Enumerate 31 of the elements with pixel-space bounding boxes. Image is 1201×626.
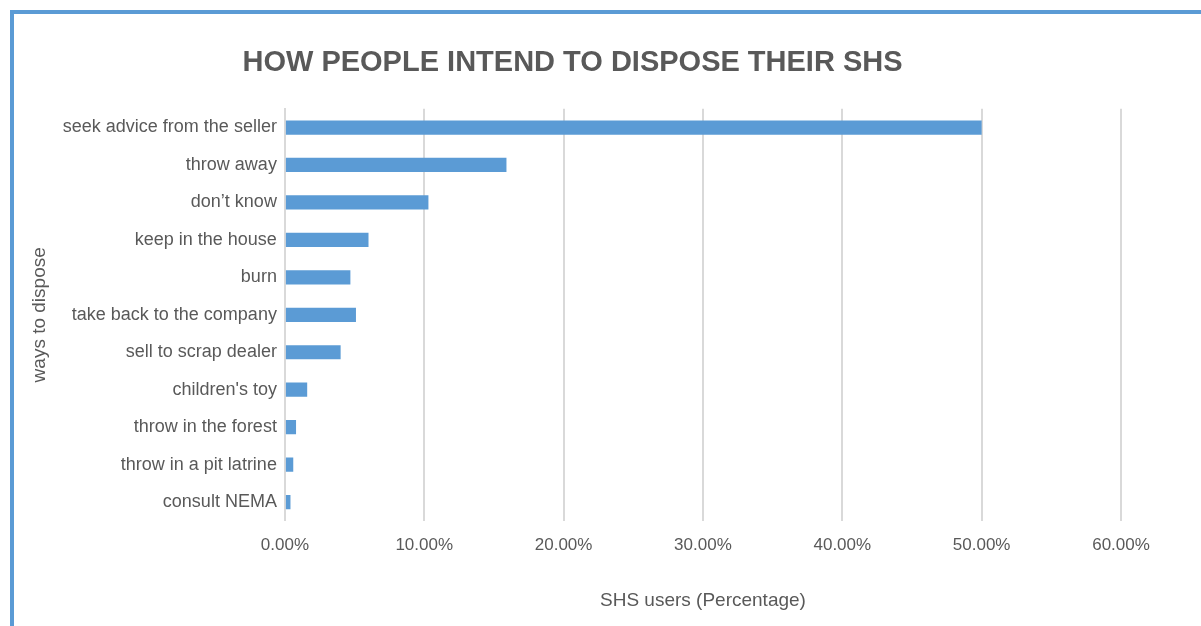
y-tick-label: sell to scrap dealer <box>125 341 277 362</box>
y-tick-label: burn <box>240 266 277 287</box>
y-tick-label: don’t know <box>190 191 278 212</box>
x-tick-label: 20.00% <box>534 534 593 554</box>
x-tick-label: 40.00% <box>813 534 872 554</box>
bar <box>285 420 297 435</box>
bar <box>285 345 341 360</box>
y-tick-label: throw in the forest <box>133 416 277 437</box>
y-tick-label: throw in a pit latrine <box>120 453 277 474</box>
bar <box>285 307 356 322</box>
bar <box>285 457 294 472</box>
y-tick-label: consult NEMA <box>162 491 277 512</box>
x-tick-label: 0.00% <box>260 534 309 554</box>
bar <box>285 157 507 173</box>
bar <box>285 270 351 285</box>
y-tick-label: seek advice from the seller <box>62 116 277 137</box>
y-tick-label: take back to the company <box>71 303 277 324</box>
x-tick-label: 60.00% <box>1092 534 1150 554</box>
bar <box>285 232 369 248</box>
y-tick-label: keep in the house <box>134 228 277 249</box>
x-tick-label: 30.00% <box>674 534 732 554</box>
x-tick-label: 10.00% <box>395 534 454 554</box>
bar <box>285 382 308 397</box>
y-axis-title: ways to dispose <box>27 247 49 384</box>
y-tick-label: throw away <box>185 153 277 174</box>
x-axis-title: SHS users (Percentage) <box>599 588 806 610</box>
chart-title: HOW PEOPLE INTEND TO DISPOSE THEIR SHS <box>242 45 903 78</box>
x-tick-label: 50.00% <box>952 534 1011 554</box>
bar <box>285 120 982 135</box>
y-tick-label: children's toy <box>172 378 277 399</box>
bar <box>285 195 429 210</box>
